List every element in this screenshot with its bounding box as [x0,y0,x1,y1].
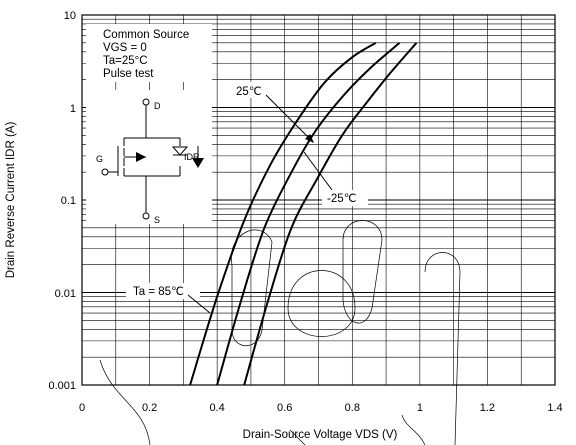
curve-series-0 [189,41,377,386]
condition-line-1: Common Source [103,29,189,41]
label-box-85 [126,283,200,299]
leader-25 [265,94,313,142]
x-tick-5: 1 [417,402,423,414]
pin-label-drain: D [154,101,161,111]
x-tick-3: 0.6 [277,402,292,414]
label-box-minus25 [322,190,368,206]
leader-minus25 [303,151,333,191]
mosfet-symbol: D G S IDR [86,90,212,225]
condition-line-4: Pulse test [103,68,154,80]
condition-line-3: Ta=25°C [103,55,148,67]
leader-85 [187,294,211,314]
x-tick-2: 0.4 [209,402,224,414]
current-label: IDR [184,152,200,162]
curve-series-2 [243,42,418,386]
curve-label-85: Ta = 85℃ [133,286,184,298]
y-axis-title: Drain Reverse Current IDR (A) [5,122,17,279]
conditions-box [86,24,212,82]
x-tick-labels: 0 0.2 0.4 0.6 0.8 1 1.2 1.4 [79,402,563,414]
y-tick-3: 1 [70,103,76,115]
x-tick-6: 1.2 [480,402,495,414]
x-tick-7: 1.4 [547,402,562,414]
y-tick-labels: 0.001 0.01 0.1 1 10 [48,10,76,392]
curves [189,41,418,386]
pin-label-gate: G [96,154,103,164]
label-box-25 [230,82,270,98]
curve-series-1 [216,42,401,386]
curve-label-25: 25℃ [236,86,262,98]
plot-frame [81,14,556,386]
y-tick-0: 0.001 [48,380,76,392]
x-tick-0: 0 [79,402,85,414]
condition-line-2: VGS = 0 [103,42,147,54]
x-axis-title: Drain-Source Voltage VDS (V) [243,429,398,441]
y-tick-4: 10 [64,10,76,22]
x-tick-4: 0.8 [345,402,360,414]
y-tick-2: 0.1 [61,195,76,207]
x-tick-1: 0.2 [142,402,157,414]
leader-25-arrowhead [305,134,314,143]
pin-label-source: S [154,215,160,225]
y-tick-1: 0.01 [55,288,76,300]
curve-label-minus25: -25℃ [327,193,357,205]
